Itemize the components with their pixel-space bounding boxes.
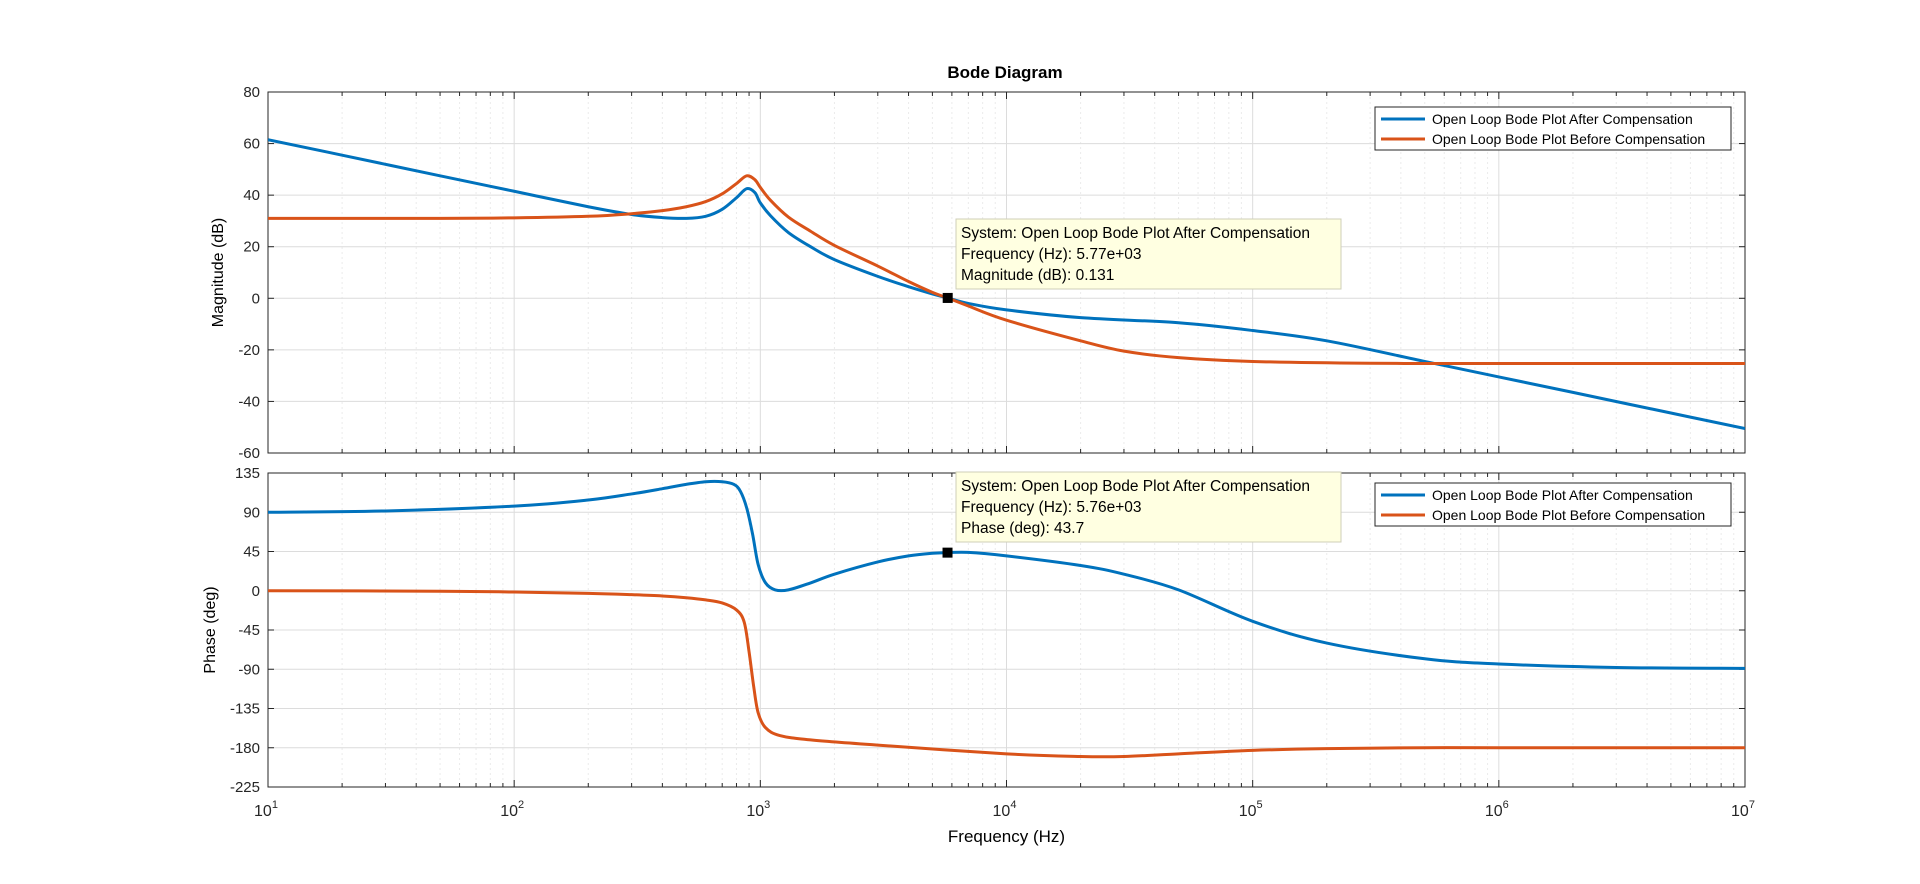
y-tick-label: 45 <box>243 544 260 561</box>
x-tick-label: 106 <box>1485 799 1509 820</box>
legend[interactable]: Open Loop Bode Plot After Compensation Op… <box>1374 482 1732 527</box>
datatip-line: Magnitude (dB): 0.131 <box>961 267 1114 284</box>
y-tick-label: -90 <box>238 661 260 678</box>
y-tick-label: -40 <box>238 393 260 410</box>
series-line-before-compensation[interactable] <box>268 589 1745 759</box>
y-tick-label: 0 <box>252 290 260 307</box>
y-tick-label: -135 <box>230 701 260 718</box>
figure-title: Bode Diagram <box>947 63 1062 82</box>
x-tick-label: 102 <box>500 799 524 820</box>
phase-panel[interactable]: 135 90 45 0 -45 -90 -135 -180 -225 Open Loop Bode… <box>202 465 1755 846</box>
y-tick-label: -45 <box>238 622 260 639</box>
series-line-before-compensation[interactable] <box>268 174 1745 366</box>
y-tick-label: 20 <box>243 239 260 256</box>
y-tick-label: 60 <box>243 136 260 153</box>
datatip-line: Phase (deg): 43.7 <box>961 520 1084 537</box>
x-tick-label: 105 <box>1239 799 1263 820</box>
magnitude-panel[interactable]: 80 60 40 20 0 -20 -40 -60 Open Loop Bode Plot Af… <box>210 84 1746 462</box>
legend-label: Open Loop Bode Plot After Compensation <box>1432 111 1693 127</box>
legend-label: Open Loop Bode Plot After Compensation <box>1432 487 1693 503</box>
datatip-line: Frequency (Hz): 5.76e+03 <box>961 499 1142 516</box>
datatip-box <box>955 218 1342 290</box>
series-line-after-compensation[interactable] <box>268 479 1745 670</box>
legend-label: Open Loop Bode Plot Before Compensation <box>1432 507 1705 523</box>
y-tick-label: 90 <box>243 504 260 521</box>
x-axis-label: Frequency (Hz) <box>948 827 1065 846</box>
y-axis-label: Magnitude (dB) <box>210 218 227 327</box>
datatip[interactable]: System: Open Loop Bode Plot After Compen… <box>942 218 1342 303</box>
legend-box <box>1374 482 1732 527</box>
y-tick-label: -20 <box>238 342 260 359</box>
y-tick-label: 135 <box>235 465 260 482</box>
grid <box>267 472 1746 788</box>
legend-label: Open Loop Bode Plot Before Compensation <box>1432 131 1705 147</box>
y-tick-label: 80 <box>243 84 260 101</box>
datatip-marker[interactable] <box>942 292 953 303</box>
legend[interactable]: Open Loop Bode Plot After Compensation Op… <box>1374 106 1732 151</box>
axes-box <box>267 91 1746 454</box>
datatip-marker[interactable] <box>942 547 953 558</box>
x-tick-label: 101 <box>254 799 278 820</box>
datatip-line: System: Open Loop Bode Plot After Compen… <box>961 225 1310 242</box>
datatip-line: Frequency (Hz): 5.77e+03 <box>961 246 1142 263</box>
y-tick-label: 0 <box>252 583 260 600</box>
datatip-line: System: Open Loop Bode Plot After Compen… <box>961 478 1310 495</box>
datatip-box <box>955 471 1342 543</box>
y-tick-label: -60 <box>238 445 260 462</box>
y-tick-label: -180 <box>230 740 260 757</box>
y-axis-label: Phase (deg) <box>202 586 219 673</box>
datatip[interactable]: System: Open Loop Bode Plot After Compen… <box>942 471 1342 558</box>
legend-box <box>1374 106 1732 151</box>
x-tick-label: 107 <box>1731 799 1755 820</box>
x-tick-label: 103 <box>746 799 770 820</box>
x-tick-label: 104 <box>993 799 1017 820</box>
y-tick-label: -225 <box>230 779 260 796</box>
y-tick-label: 40 <box>243 187 260 204</box>
